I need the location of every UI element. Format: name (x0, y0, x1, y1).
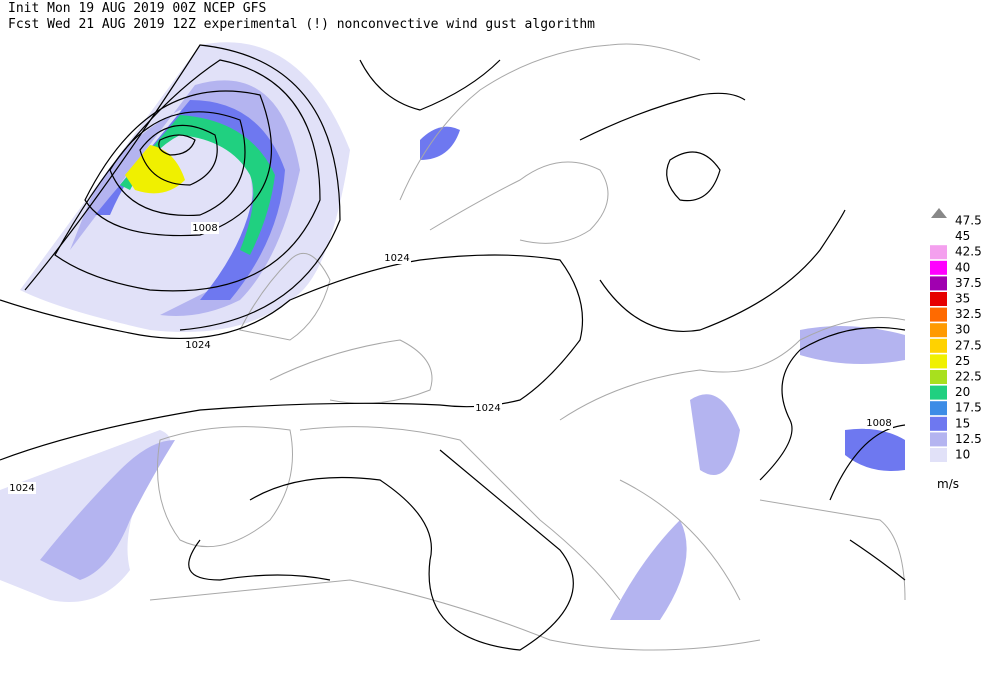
legend-swatch (930, 260, 947, 275)
isobar-label: 1008 (866, 418, 891, 429)
isobar-label: 1008 (192, 223, 217, 234)
legend-swatch (930, 448, 947, 462)
legend-swatch (930, 354, 947, 369)
legend-label: 40 (955, 260, 970, 274)
isobar-label-bg (184, 339, 212, 351)
isobars (0, 44, 906, 651)
coastlines (149, 43, 906, 651)
isobar-label-bg (474, 402, 502, 414)
legend-label: 30 (955, 323, 970, 337)
legend-unit: m/s (937, 477, 959, 491)
isobar-label: 1024 (384, 253, 409, 264)
wind-shading (0, 42, 905, 620)
legend-swatch (930, 370, 947, 384)
isobar-label: 1024 (475, 403, 500, 414)
legend-swatch (930, 245, 947, 260)
legend-label: 22.5 (955, 370, 982, 384)
legend-swatch (930, 323, 947, 338)
legend-label: 15 (955, 416, 970, 430)
isobar-label-bg (865, 417, 893, 429)
legend-label: 47.5 (955, 214, 982, 228)
legend-swatch (930, 401, 947, 416)
legend-swatch (930, 276, 947, 291)
legend-label: 37.5 (955, 276, 982, 290)
isobar-label-bg (191, 222, 219, 234)
legend-label: 20 (955, 385, 970, 399)
legend-label: 42.5 (955, 245, 982, 259)
legend-arrow (931, 208, 947, 218)
legend-label: 12.5 (955, 432, 982, 446)
legend-label: 45 (955, 229, 970, 243)
isobar-label-bg (8, 482, 36, 494)
isobar-label: 1024 (9, 483, 34, 494)
isobar-label-bg (383, 252, 411, 264)
legend-label: 27.5 (955, 338, 982, 352)
legend-swatch (930, 292, 947, 306)
header-line: Fcst Wed 21 AUG 2019 12Z experimental (!… (8, 17, 595, 32)
legend-label: 17.5 (955, 401, 982, 415)
header-line: Init Mon 19 AUG 2019 00Z NCEP GFS (8, 1, 266, 16)
legend-swatch (930, 385, 947, 400)
legend-label: 35 (955, 292, 970, 306)
legend-label: 32.5 (955, 307, 982, 321)
legend-swatch (930, 432, 947, 447)
isobar-label: 1024 (185, 340, 210, 351)
legend-label: 25 (955, 354, 970, 368)
legend-label: 10 (955, 448, 970, 462)
legend-swatch (930, 338, 947, 353)
legend-swatch (930, 307, 947, 322)
legend-swatch (930, 416, 947, 431)
isobar-labels: 1008 1024 1024 1024 1024 1008 (8, 222, 893, 494)
